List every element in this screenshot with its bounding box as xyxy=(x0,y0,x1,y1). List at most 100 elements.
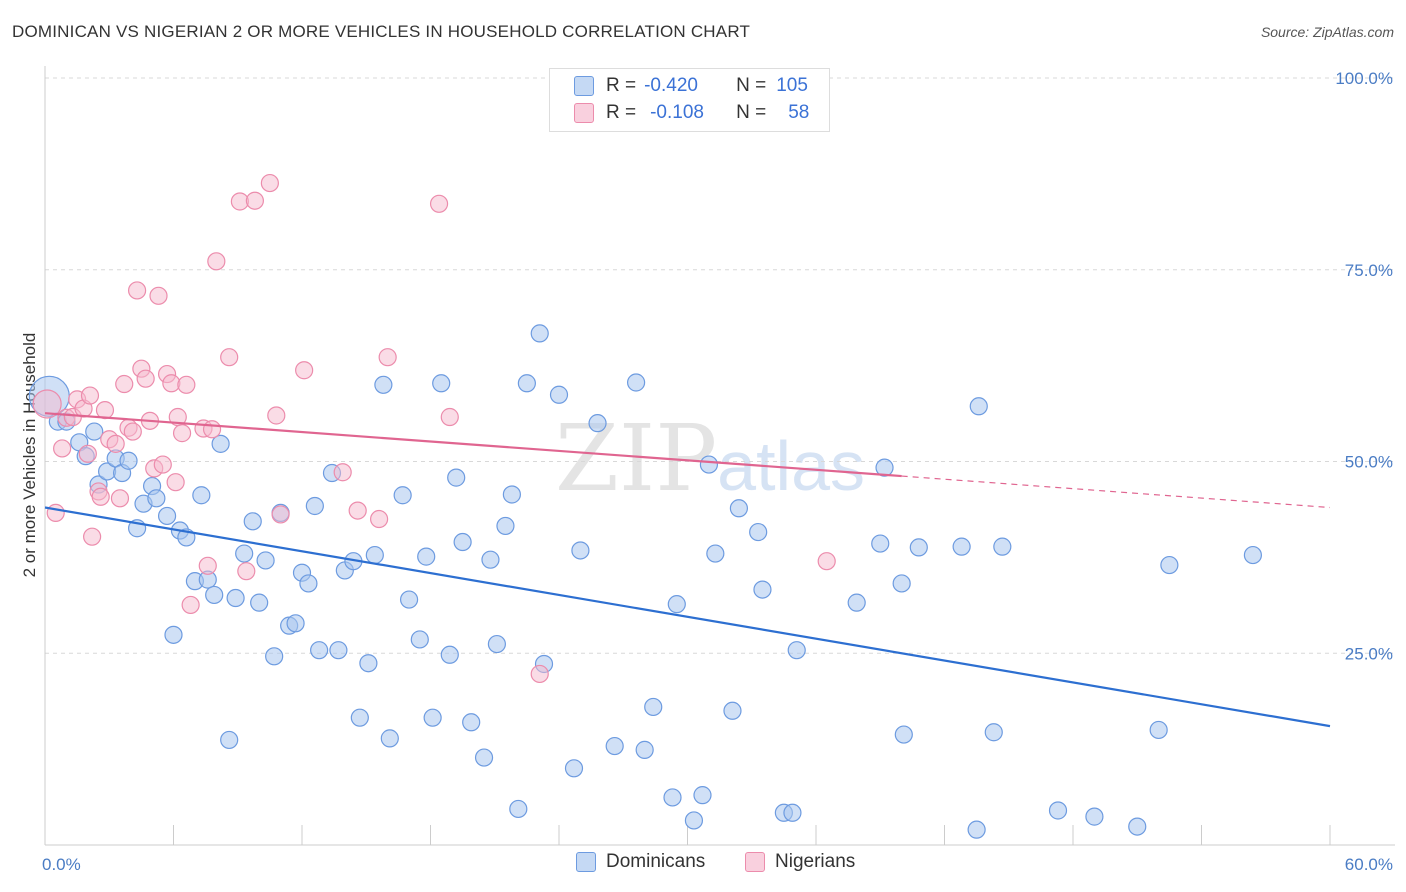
data-point-nigerians xyxy=(91,487,110,506)
data-point-dominicans xyxy=(952,537,971,556)
data-point-nigerians xyxy=(78,444,97,463)
data-point-nigerians xyxy=(348,501,367,520)
legend-r-label: R = xyxy=(606,75,637,96)
data-point-nigerians xyxy=(181,595,200,615)
data-point-dominicans xyxy=(509,799,528,819)
y-tick-labels: 25.0% 50.0% 75.0% 100.0% xyxy=(1335,69,1393,663)
legend-n-value: 58 xyxy=(788,102,810,123)
data-point-nigerians xyxy=(295,361,314,380)
data-point-dominicans xyxy=(192,486,211,505)
data-point-dominicans xyxy=(447,468,466,487)
data-point-dominicans xyxy=(365,545,384,565)
data-point-dominicans xyxy=(684,811,704,830)
data-point-dominicans xyxy=(530,324,549,343)
nigerians-trend-extension xyxy=(901,475,1331,509)
bottom-legend-label: Dominicans xyxy=(606,851,706,872)
data-point-dominicans xyxy=(1085,807,1104,826)
data-point-dominicans xyxy=(147,489,166,508)
data-point-dominicans xyxy=(787,641,806,660)
data-point-nigerians xyxy=(172,424,192,443)
watermark-zip: ZIP xyxy=(555,405,718,512)
data-point-nigerians xyxy=(177,375,196,394)
watermark-atlas: atlas xyxy=(717,427,866,505)
data-point-dominicans xyxy=(256,551,275,570)
legend-r-value: -0.420 xyxy=(644,75,698,96)
dominicans-swatch-icon xyxy=(574,76,594,96)
data-point-dominicans xyxy=(496,516,515,536)
nigerians-points xyxy=(32,173,836,684)
data-point-dominicans xyxy=(235,544,254,563)
data-point-dominicans xyxy=(119,451,138,470)
data-point-dominicans xyxy=(699,455,719,474)
data-point-dominicans xyxy=(753,580,772,599)
data-point-dominicans xyxy=(1149,720,1168,740)
data-point-dominicans xyxy=(399,590,419,609)
data-point-dominicans xyxy=(635,740,654,759)
data-point-dominicans xyxy=(453,532,472,552)
data-point-dominicans xyxy=(205,585,224,605)
data-point-dominicans xyxy=(967,820,986,839)
data-point-nigerians xyxy=(162,374,181,393)
correlation-legend: R = -0.420 N = 105 R = -0.108 N = 58 xyxy=(549,68,830,132)
data-point-dominicans xyxy=(969,397,988,416)
nigerians-swatch-icon xyxy=(574,103,594,123)
legend-n-label: N = xyxy=(736,102,767,123)
data-point-dominicans xyxy=(1128,817,1147,836)
data-point-dominicans xyxy=(663,788,682,807)
data-point-dominicans xyxy=(1048,801,1068,820)
legend-r-label: R = xyxy=(606,102,637,123)
data-point-nigerians xyxy=(440,407,459,427)
nigerians-swatch-icon xyxy=(745,852,765,872)
data-point-dominicans xyxy=(410,630,429,649)
data-point-dominicans xyxy=(667,595,686,614)
nigerians-trend-line xyxy=(44,412,902,478)
data-point-nigerians xyxy=(153,455,172,474)
data-point-nigerians xyxy=(271,505,290,524)
data-point-dominicans xyxy=(875,458,894,477)
data-point-dominicans xyxy=(588,414,607,433)
watermark: ZIPatlas xyxy=(555,405,865,512)
data-point-dominicans xyxy=(305,496,324,516)
data-point-dominicans xyxy=(706,544,725,563)
data-point-nigerians xyxy=(245,191,264,210)
data-point-dominicans xyxy=(644,697,663,717)
y-tick-label: 100.0% xyxy=(1335,69,1393,88)
legend-n-label: N = xyxy=(736,75,767,96)
x-tick-label: 60.0% xyxy=(1345,855,1393,874)
data-point-dominicans xyxy=(440,645,459,664)
data-point-dominicans xyxy=(220,730,239,750)
trend-lines xyxy=(44,412,1331,728)
data-point-nigerians xyxy=(106,434,125,453)
data-point-nigerians xyxy=(429,194,449,213)
chart-title: DOMINICAN VS NIGERIAN 2 OR MORE VEHICLES… xyxy=(12,22,751,41)
data-point-nigerians xyxy=(166,473,185,492)
data-point-nigerians xyxy=(149,286,168,305)
data-point-nigerians xyxy=(378,348,397,367)
data-point-dominicans xyxy=(871,534,890,553)
data-point-dominicans xyxy=(350,708,369,727)
data-point-dominicans xyxy=(250,593,269,612)
data-point-dominicans xyxy=(243,512,262,531)
source-label: Source: ZipAtlas.com xyxy=(1260,24,1394,40)
axes xyxy=(44,66,1395,846)
data-point-dominicans xyxy=(749,522,768,542)
data-point-dominicans xyxy=(892,574,911,593)
data-point-dominicans xyxy=(502,485,521,504)
data-point-nigerians xyxy=(46,503,65,522)
data-point-dominicans xyxy=(549,385,569,404)
data-point-dominicans xyxy=(723,701,742,720)
data-point-nigerians xyxy=(817,552,836,571)
legend-r-value: -0.108 xyxy=(650,102,704,123)
data-point-nigerians xyxy=(207,252,226,271)
data-point-dominicans xyxy=(164,625,183,644)
data-point-dominicans xyxy=(432,374,451,393)
data-point-dominicans xyxy=(1243,545,1263,565)
data-point-nigerians xyxy=(267,406,286,425)
data-point-dominicans xyxy=(310,641,329,660)
data-point-nigerians xyxy=(123,422,142,441)
bottom-legend-label: Nigerians xyxy=(775,851,856,872)
x-tick-labels: 0.0% 60.0% xyxy=(42,855,1393,874)
data-point-nigerians xyxy=(333,463,352,482)
legend-row-nigerians: R = -0.108 N = 58 xyxy=(574,100,809,126)
